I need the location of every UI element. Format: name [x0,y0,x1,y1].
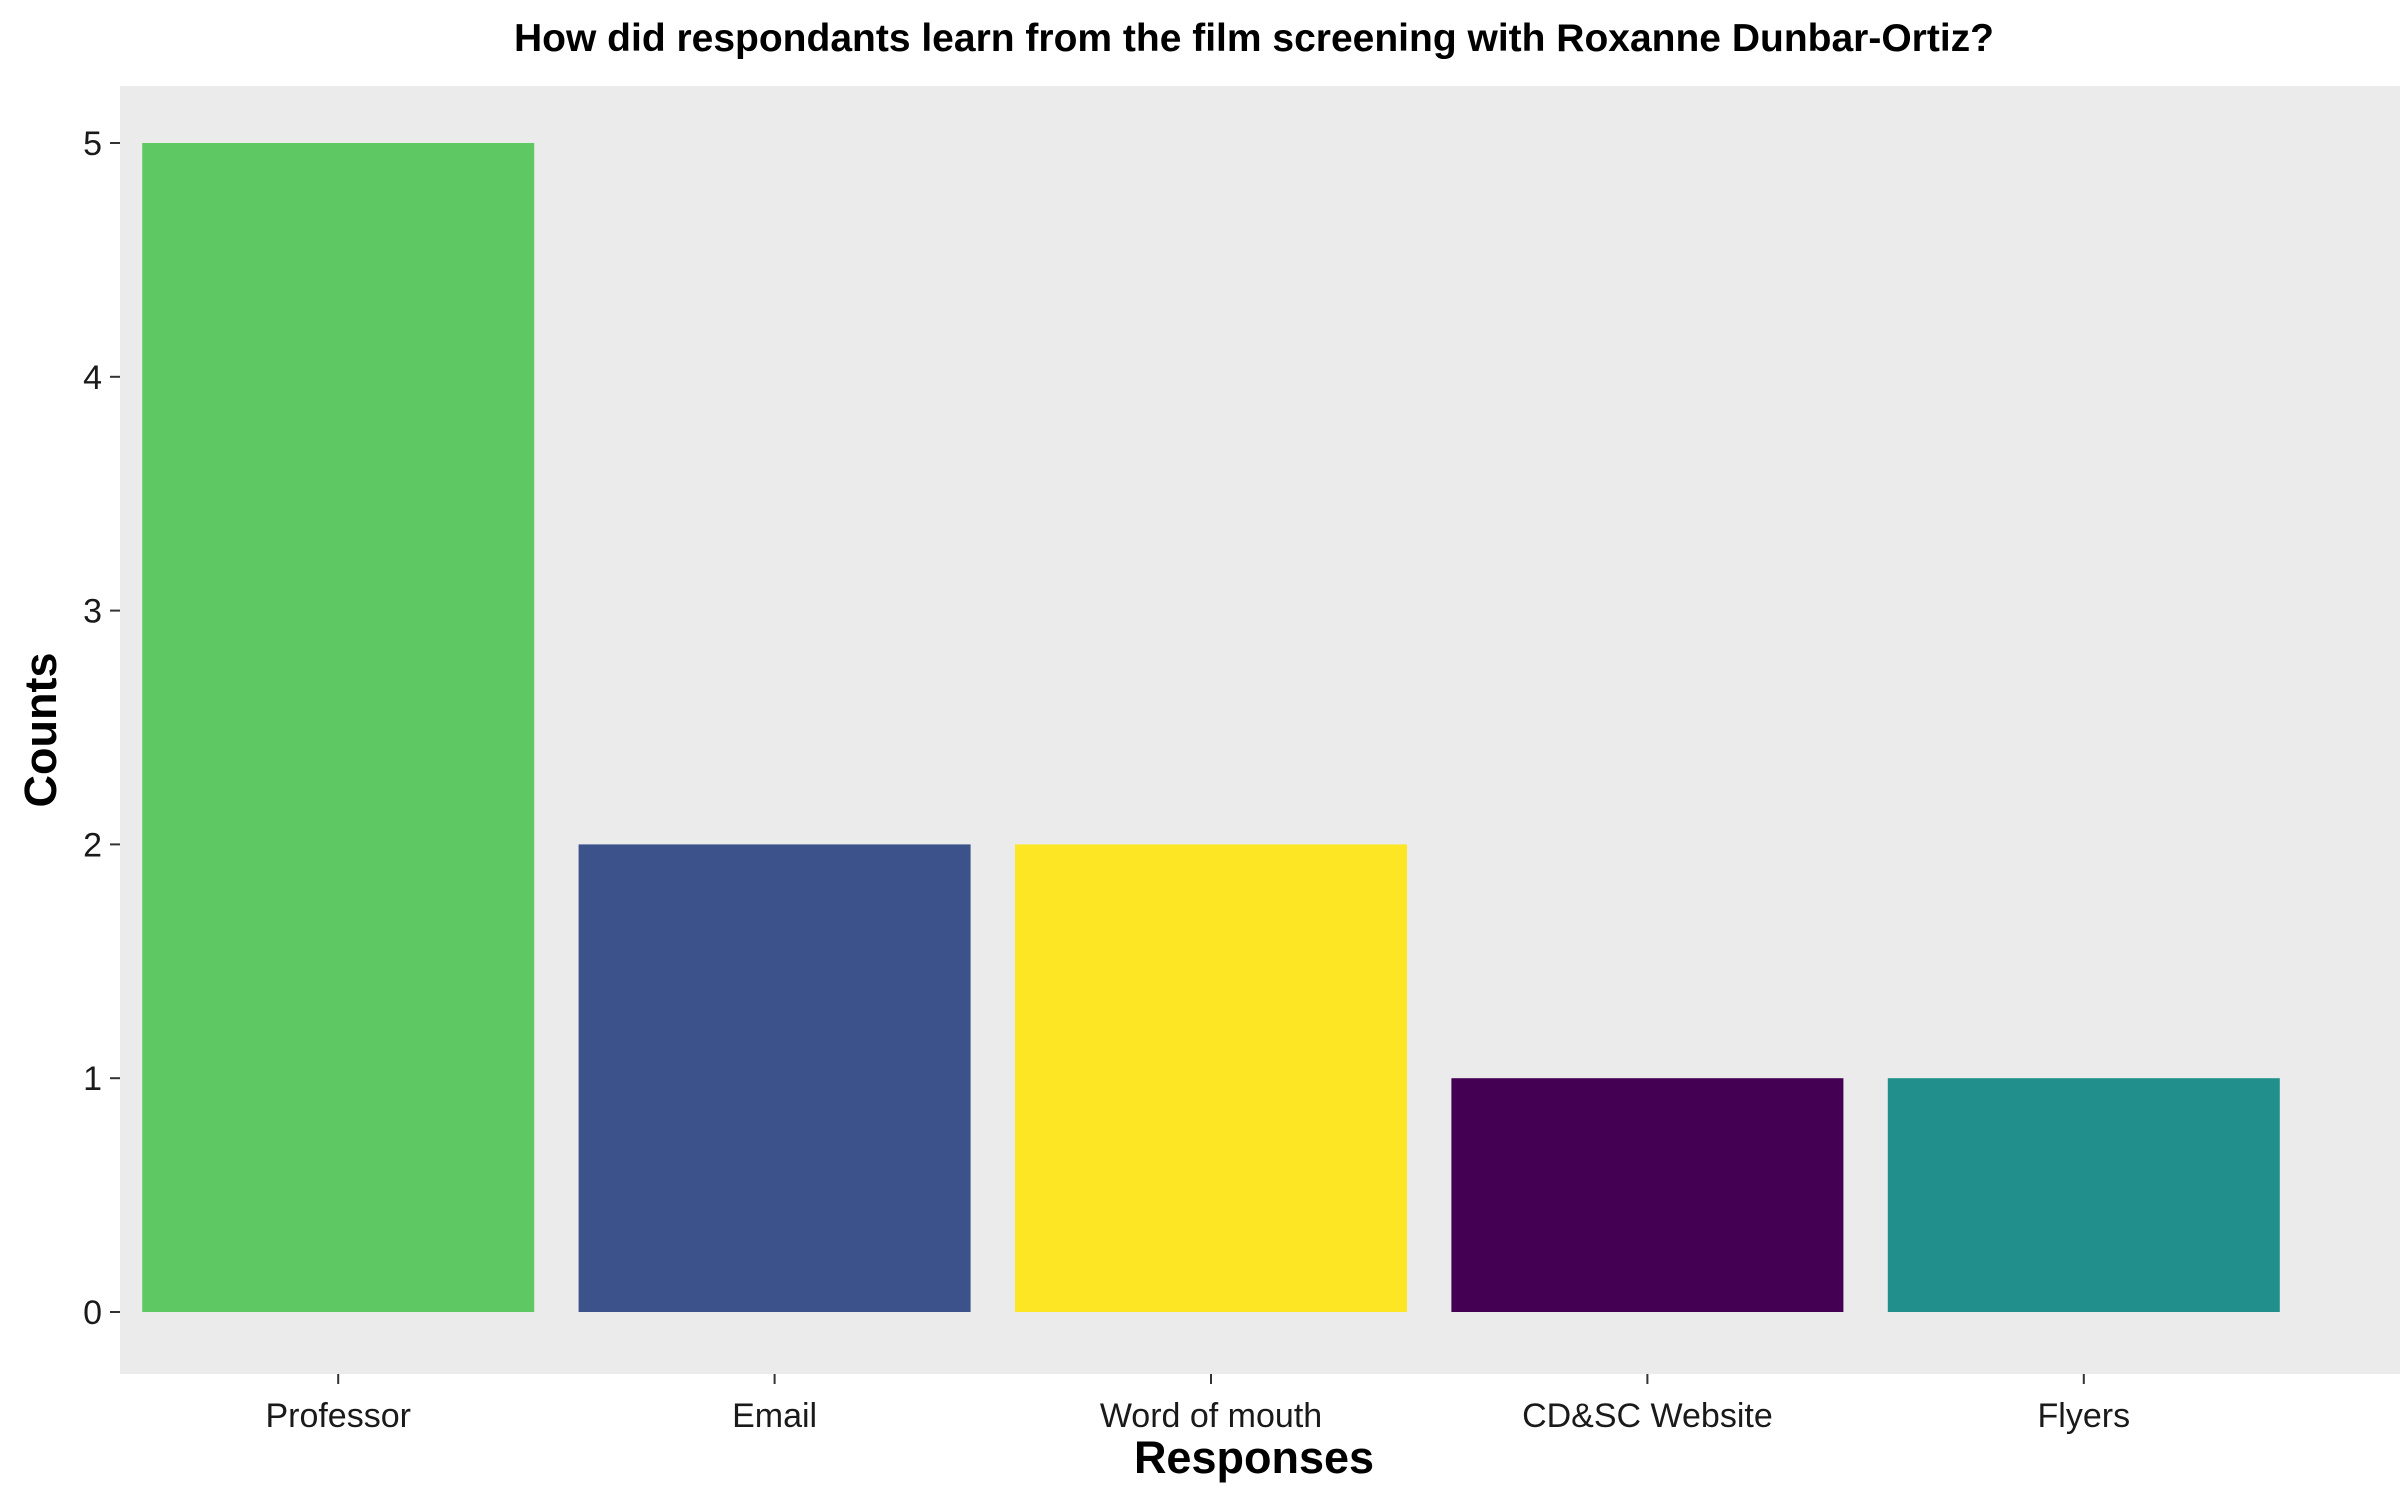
x-axis-title: Responses [1134,1432,1374,1483]
chart-title: How did respondants learn from the film … [514,17,1994,60]
bars-layer [142,143,2280,1312]
y-tick-label-5: 5 [83,125,102,163]
x-tick-label-word-of-mouth: Word of mouth [1100,1397,1322,1435]
x-axis: Professor Email Word of mouth CD&SC Website… [265,1374,2130,1435]
y-axis: 0 1 2 3 4 5 [83,125,120,1332]
y-tick-label-0: 0 [83,1294,102,1332]
y-tick-label-1: 1 [83,1060,102,1098]
y-tick-label-3: 3 [83,593,102,631]
bar-word-of-mouth [1015,844,1407,1312]
bar-professor [142,143,535,1312]
x-tick-label-professor: Professor [265,1397,411,1435]
x-tick-label-cd-sc-website: CD&SC Website [1522,1397,1773,1435]
bar-flyers [1887,1078,2280,1312]
bar-cd-sc-website [1451,1078,1844,1312]
x-tick-label-email: Email [732,1397,817,1435]
y-tick-label-2: 2 [83,826,102,864]
x-tick-label-flyers: Flyers [2038,1397,2131,1435]
y-axis-title: Counts [15,653,66,808]
y-tick-label-4: 4 [83,359,102,397]
bar-email [578,844,971,1312]
